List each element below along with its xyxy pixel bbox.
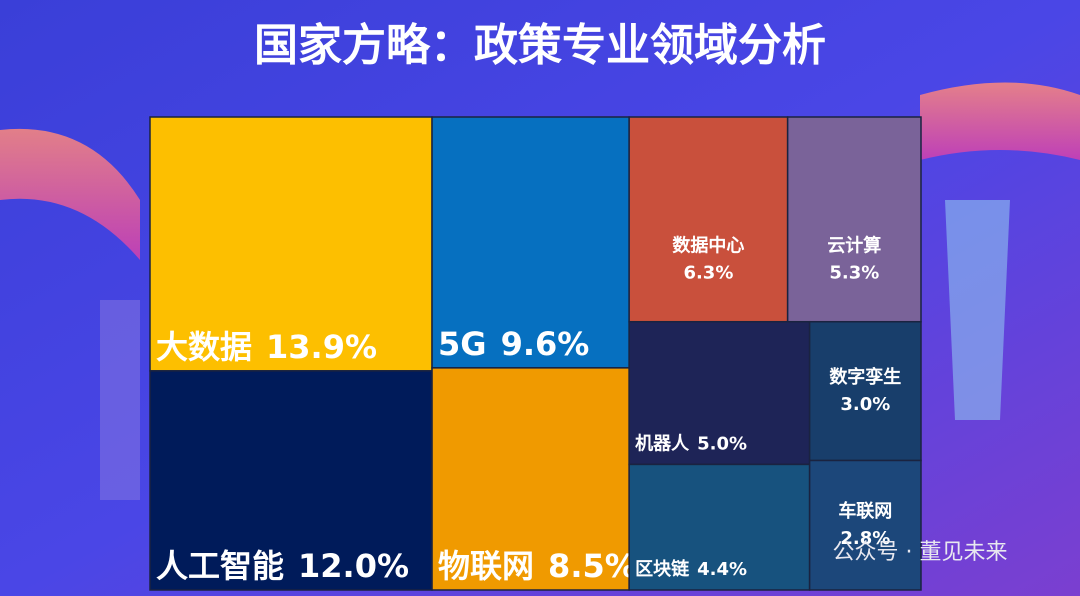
- cell-label: 物联网 8.5%: [438, 547, 637, 585]
- category-name: 区块链: [635, 558, 690, 580]
- category-name: 物联网: [438, 547, 534, 585]
- cell-label: 数字孪生: [829, 366, 901, 388]
- cell-label: 机器人 5.0%: [635, 433, 747, 454]
- treemap-cell: [808, 459, 922, 591]
- decoration: [920, 82, 1080, 160]
- cell-label: 云计算: [827, 234, 881, 256]
- treemap-cell: [149, 370, 433, 591]
- decoration: [0, 128, 140, 260]
- treemap-cell: [628, 463, 811, 591]
- category-name: 5G: [438, 325, 487, 363]
- cell-label: 大数据 13.9%: [156, 328, 377, 366]
- treemap-cell: [786, 116, 922, 323]
- value-label: 2.8%: [840, 528, 890, 549]
- treemap-cell: [628, 320, 811, 466]
- cell-label: 数据中心: [672, 234, 744, 256]
- cell-label: 车联网: [838, 500, 892, 522]
- cell-label: 5G 9.6%: [438, 325, 589, 363]
- value-label: 6.3%: [683, 262, 733, 283]
- treemap-cell: [149, 116, 433, 372]
- treemap-cell: [808, 320, 922, 462]
- treemap-cell: [431, 367, 630, 591]
- value-label: 13.9%: [266, 328, 377, 366]
- value-label: 3.0%: [840, 394, 890, 415]
- chart-title: 国家方略：政策专业领域分析: [254, 20, 826, 71]
- value-label: 4.4%: [697, 559, 747, 580]
- value-label: 9.6%: [501, 325, 590, 363]
- value-label: 5.3%: [829, 262, 879, 283]
- category-name: 大数据: [156, 328, 252, 366]
- watermark: 公众号 · 董见未来: [833, 540, 1008, 565]
- cell-label: 区块链 4.4%: [635, 558, 747, 580]
- treemap-cell: [431, 116, 630, 369]
- value-label: 12.0%: [298, 547, 409, 585]
- value-label: 5.0%: [697, 433, 747, 454]
- decoration: [945, 200, 1010, 420]
- treemap-cell: [628, 116, 789, 323]
- category-name: 人工智能: [156, 547, 284, 585]
- value-label: 8.5%: [548, 547, 637, 585]
- cell-label: 人工智能 12.0%: [156, 547, 409, 585]
- category-name: 机器人: [635, 433, 690, 454]
- decoration: [100, 300, 140, 500]
- treemap: 大数据 13.9% 人工智能 12.0% 5G 9.6% 物联网 8.5% 数据中心 6.3% 云计…: [149, 116, 922, 591]
